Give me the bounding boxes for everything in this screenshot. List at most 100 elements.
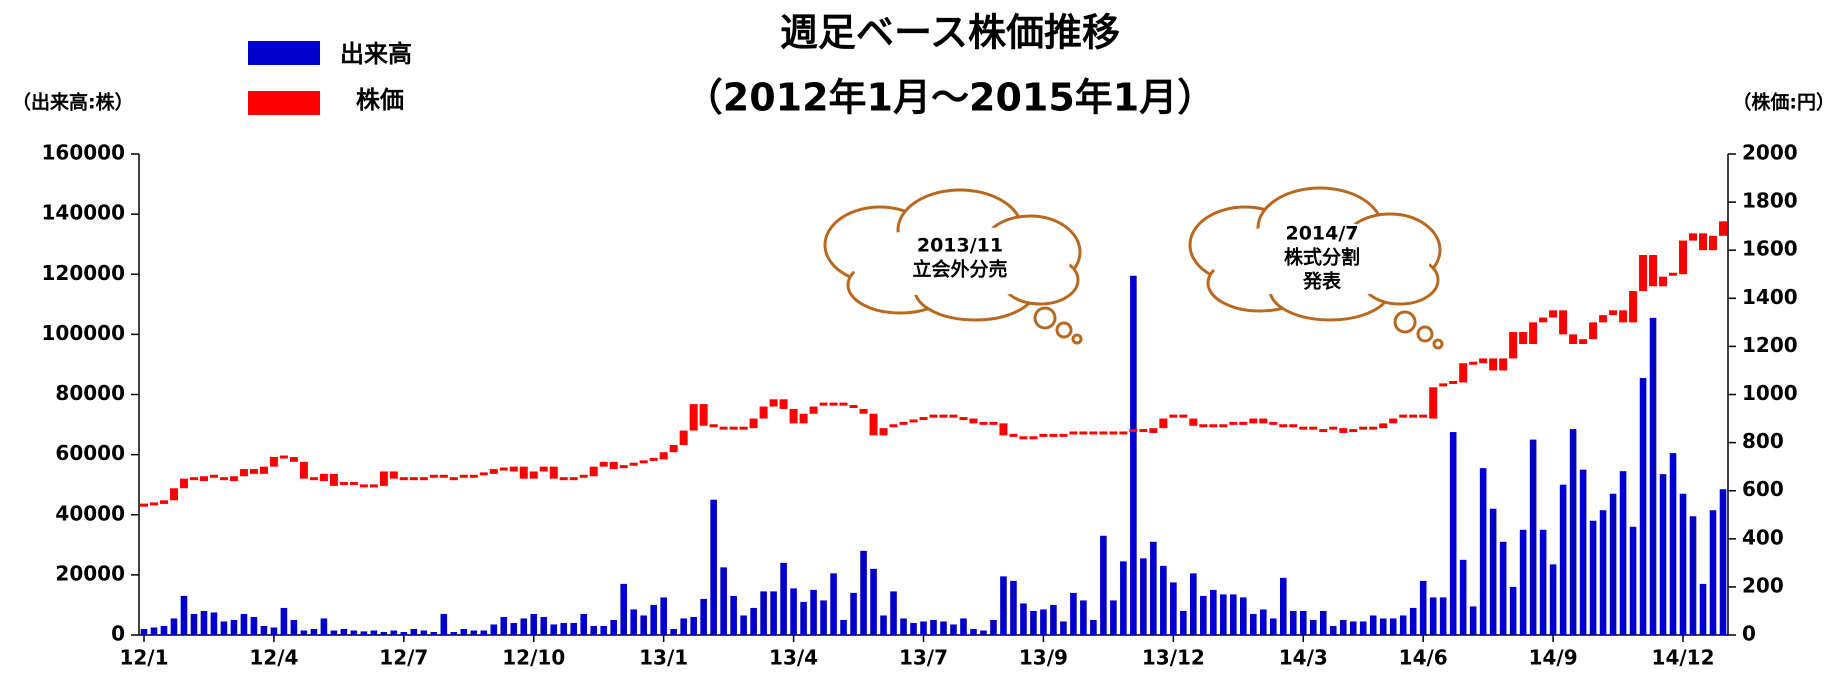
price-candle [1279,424,1287,427]
volume-bar [930,620,937,635]
price-candle [1359,427,1367,430]
price-candle [800,414,808,424]
price-candle [340,482,348,485]
annotation-text: 株式分割 [1284,246,1360,269]
volume-bar [980,630,987,635]
x-tick-label: 12/1 [119,646,168,670]
y2-tick-label: 0 [1742,622,1756,646]
volume-bar [151,627,158,635]
volume-bar [1680,494,1687,635]
y2-tick-label: 2000 [1742,141,1798,165]
volume-bar [1650,318,1657,635]
price-candle [989,422,997,425]
price-candle [220,477,228,480]
x-tick-label: 14/3 [1279,646,1328,670]
y-tick-label: 120000 [42,261,126,285]
volume-bar [1230,594,1237,635]
volume-bar [1070,593,1077,635]
volume-bar [570,623,577,635]
volume-bar [860,551,867,635]
price-candle [360,484,368,487]
price-candle [700,404,708,426]
price-candle [1049,434,1057,437]
price-candle [410,477,418,480]
price-candle [1289,424,1297,427]
price-candle [1479,358,1487,363]
y2-axis-label: （株価:円） [1732,91,1835,114]
price-candle [560,477,568,480]
price-candle [640,460,648,463]
volume-bar [770,591,777,635]
price-candle [830,403,838,406]
volume-bar [1010,581,1017,635]
volume-bar [900,618,907,635]
price-candle [1059,434,1067,437]
price-candle [710,424,718,427]
volume-bar [1090,620,1097,635]
x-tick-label: 12/4 [249,646,298,670]
price-candle [540,467,548,472]
volume-bar [600,626,607,635]
price-candle [210,475,218,478]
price-candle [1179,415,1187,418]
volume-bar [560,623,567,635]
volume-bar [1100,536,1107,635]
y2-tick-label: 400 [1742,525,1784,549]
price-candle [979,422,987,425]
legend-label: 株価 [356,86,404,114]
price-candle [820,403,828,406]
price-candle [310,477,318,480]
price-candle [1509,332,1517,358]
price-candle [1019,436,1027,439]
volume-bar [830,573,837,635]
price-candle [1679,241,1687,275]
price-candle [190,477,198,480]
volume-bar [301,630,308,635]
volume-bar [990,620,997,635]
price-candle [520,467,528,479]
y-tick-label: 40000 [55,501,125,525]
volume-bar [1660,474,1667,635]
volume-bar [470,630,477,635]
volume-bar [1370,615,1377,635]
price-candle [450,477,458,480]
price-candle [1409,415,1417,418]
price-candle [880,428,888,435]
volume-bar [500,617,507,635]
price-candle [1659,277,1667,287]
volume-bar [1000,576,1007,635]
volume-bar [1450,432,1457,635]
volume-bar [181,596,188,635]
volume-bar [950,624,957,635]
volume-bar [221,621,228,635]
volume-bar [171,618,178,635]
price-candle [230,476,238,481]
price-candle [1159,419,1167,429]
volume-bar [780,563,787,635]
y2-tick-label: 1800 [1742,189,1798,213]
volume-bar [480,630,487,635]
price-candle [1319,429,1327,432]
volume-bar [760,591,767,635]
price-candle [1139,429,1147,432]
volume-bar [750,608,757,635]
volume-bar [1500,542,1507,635]
volume-bar [850,593,857,635]
price-candle [1029,436,1037,439]
volume-bar [1630,527,1637,635]
volume-bar [1180,611,1187,635]
volume-bar [1670,453,1677,635]
volume-bar [1470,606,1477,635]
volume-bar [1290,611,1297,635]
price-candle [550,467,558,479]
volume-bar [141,629,148,635]
price-candle [1589,322,1597,339]
volume-bar [650,605,657,635]
price-candle [140,504,148,507]
volume-bar [550,624,557,635]
volume-bar [1410,608,1417,635]
volume-bar [520,618,527,635]
volume-bar [1520,530,1527,635]
volume-bar [790,588,797,635]
price-candle [600,462,608,467]
